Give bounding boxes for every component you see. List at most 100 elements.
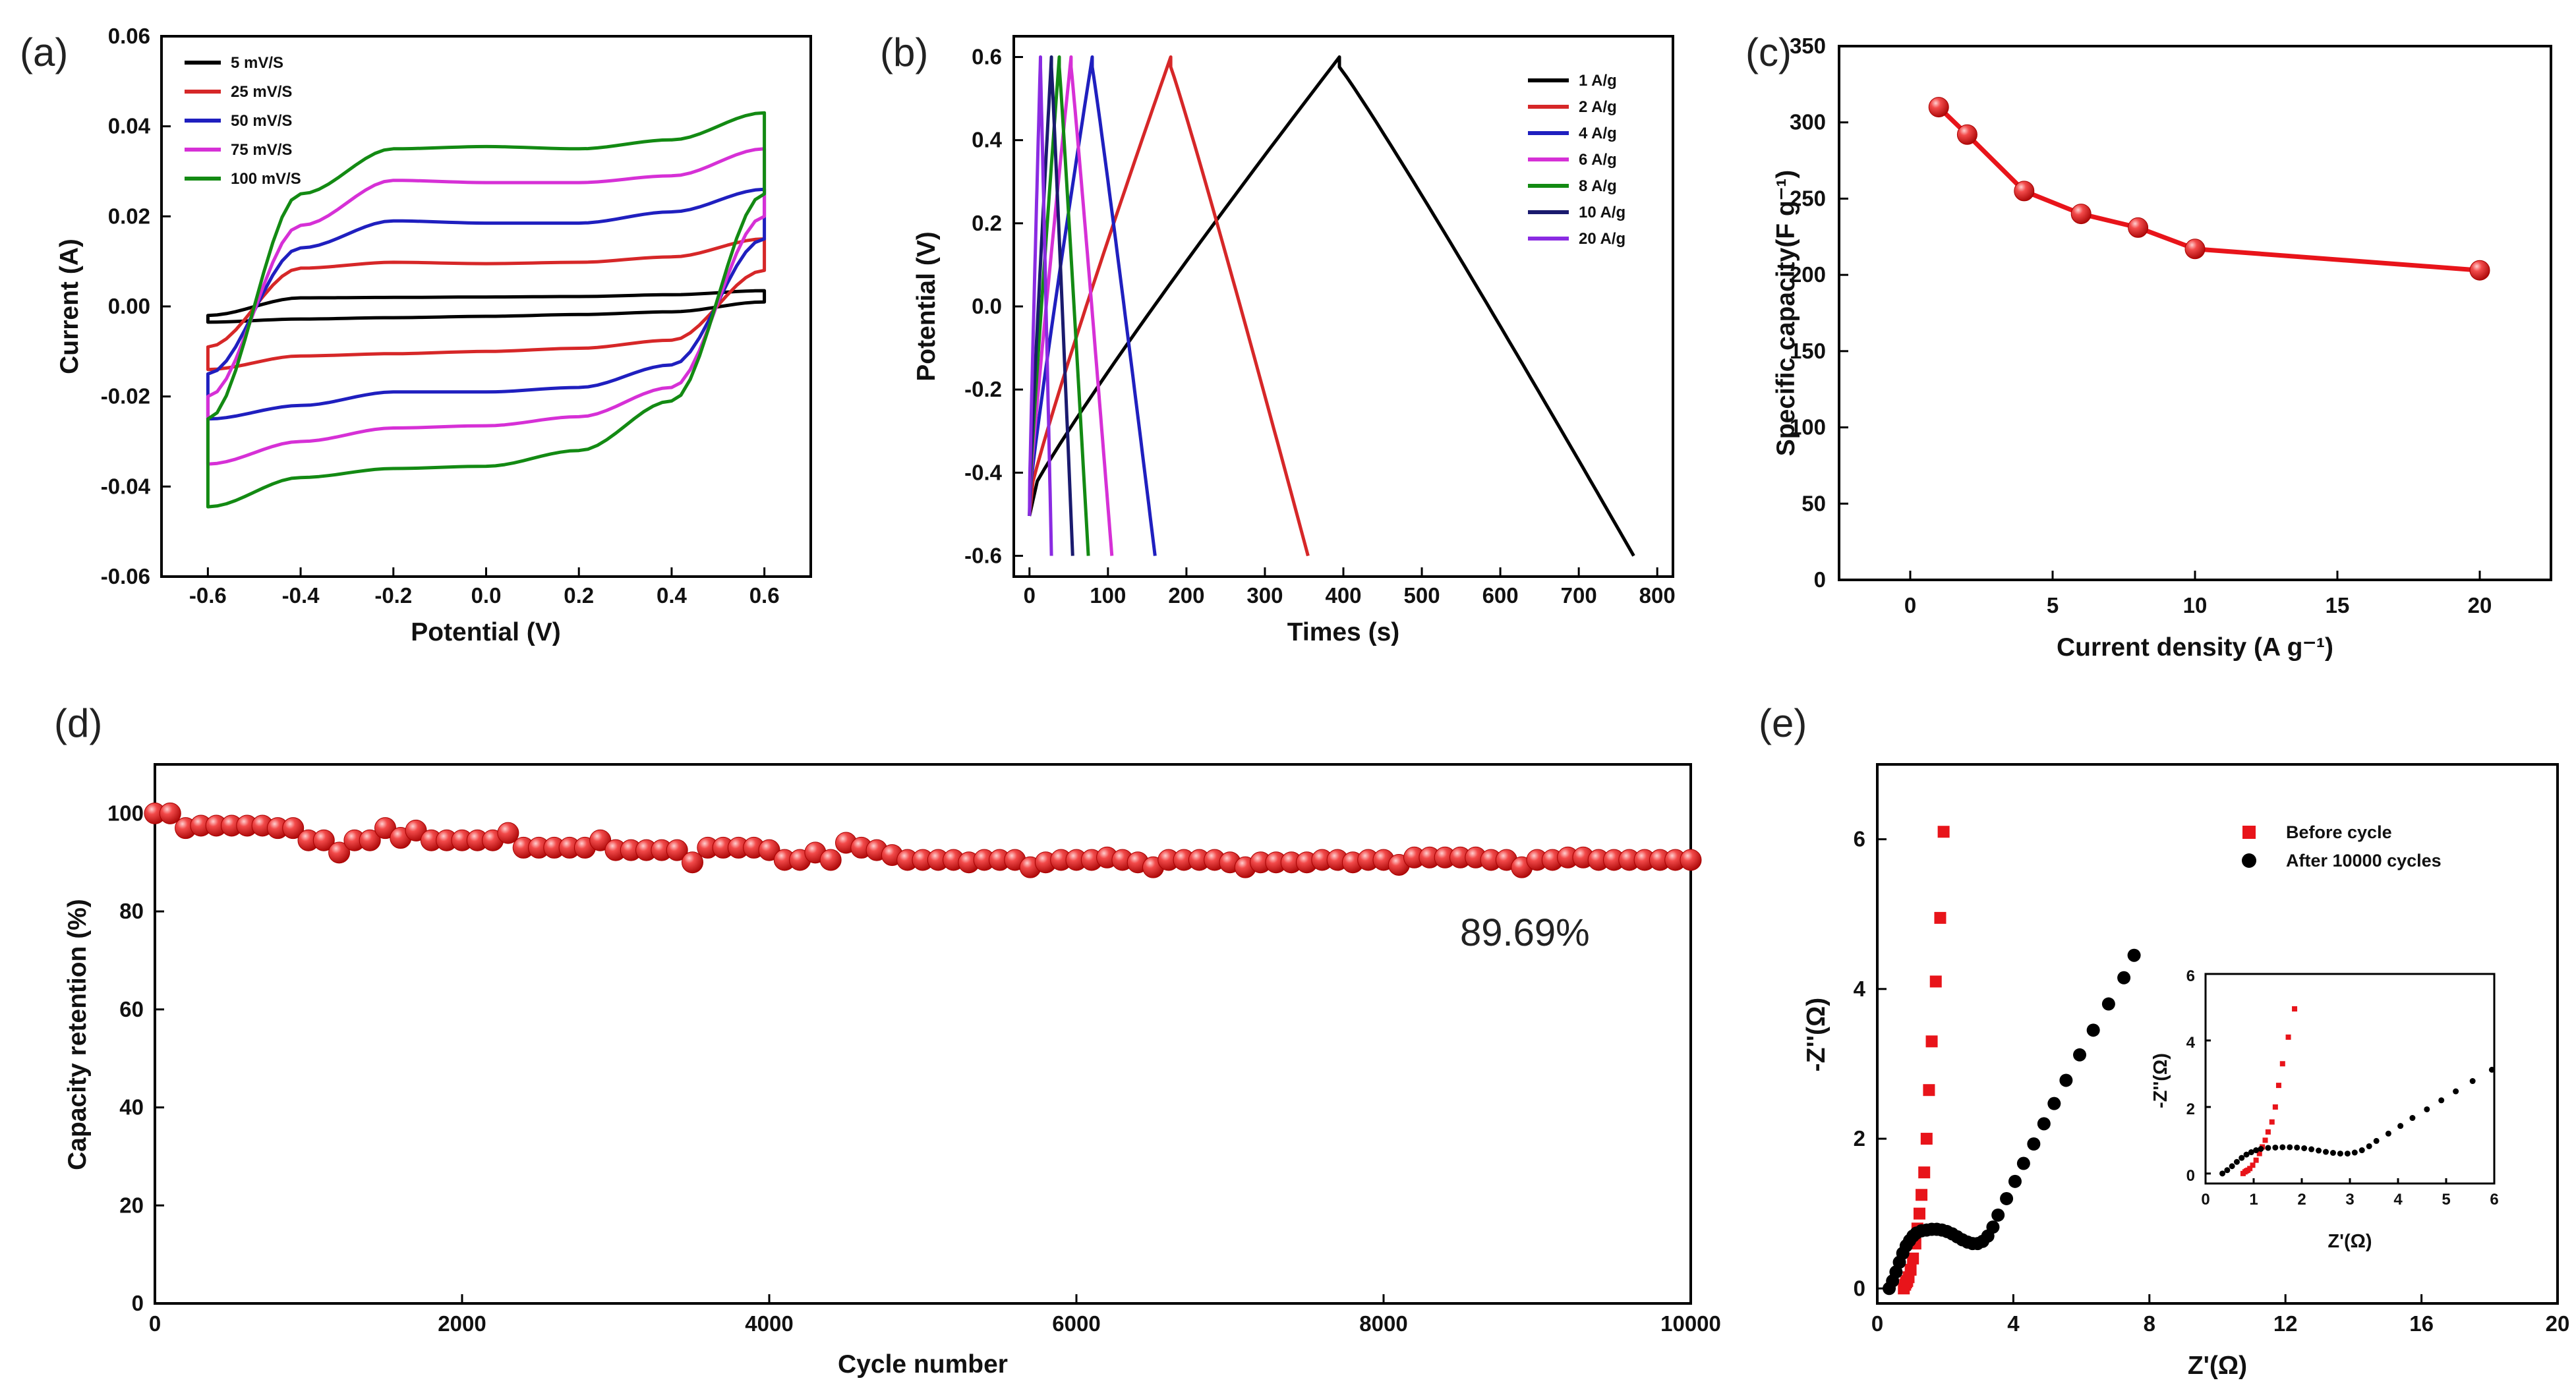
panel-e-inset-before-point — [2272, 1104, 2278, 1110]
panel-c-data-point — [2184, 239, 2206, 260]
panel-b-y-tick: 0.2 — [972, 211, 1002, 235]
panel-a-x-tick: 0.2 — [564, 583, 594, 608]
panel-b-x-tick: 500 — [1404, 583, 1440, 608]
panel-c-data-point — [2469, 260, 2490, 281]
panel-e-inset-after-point — [2294, 1144, 2300, 1151]
panel-e-inset-x-tick: 1 — [2249, 1191, 2258, 1209]
panel-b-legend-label: 20 A/g — [1579, 230, 1625, 248]
panel-c-rate-capability: (c) 0 5 10 15 20 0 50 100 150 200 250 30… — [1745, 30, 2552, 662]
panel-e-inset-before-point — [2275, 1083, 2281, 1089]
panel-d-data-point — [758, 839, 780, 861]
panel-d-y-tick: 40 — [119, 1095, 144, 1120]
panel-b-series-6-curve — [1028, 55, 1074, 556]
panel-e-label: (e) — [1759, 701, 1807, 745]
panel-a-y-tick: -0.02 — [101, 384, 150, 409]
panel-b-x-tick: 700 — [1561, 583, 1597, 608]
panel-b-x-tick: 300 — [1246, 583, 1283, 608]
panel-a-label: (a) — [20, 30, 68, 74]
panel-e-before-point — [1937, 826, 1950, 838]
panel-c-y-tick: 200 — [1790, 262, 1826, 287]
panel-e-inset-after-point — [2438, 1097, 2445, 1104]
panel-e-y-tick: 6 — [1854, 827, 1865, 851]
panel-b-x-tick: 0 — [1024, 583, 1036, 608]
panel-e-x-tick: 4 — [2007, 1311, 2020, 1336]
panel-a-x-tick: -0.2 — [374, 583, 412, 608]
panel-e-inset-after-point — [2469, 1078, 2476, 1085]
panel-e-inset-y-axis-label: -Z''(Ω) — [2150, 1053, 2171, 1108]
panel-c-y-tick: 150 — [1790, 339, 1826, 363]
panel-d-data-point — [666, 839, 688, 861]
panel-d-y-tick: 60 — [119, 997, 144, 1021]
panel-e-inset-before-point — [2285, 1034, 2291, 1040]
panel-c-y-axis-label: Specific capacity(F g⁻¹) — [1772, 170, 1800, 457]
panel-e-after-point — [2059, 1073, 2073, 1087]
panel-e-inset-after-point — [2301, 1145, 2308, 1151]
panel-b-gcd-curves: (b) 0 100 200 300 400 500 600 700 800 -0… — [880, 30, 1676, 646]
panel-e-legend-swatch — [2242, 826, 2256, 839]
panel-e-inset-before-point — [2247, 1166, 2253, 1172]
panel-e-y-tick: 4 — [1854, 977, 1866, 1001]
panel-b-x-tick: 600 — [1482, 583, 1519, 608]
panel-a-y-axis-label: Current (A) — [55, 239, 84, 374]
panel-c-x-tick: 5 — [2047, 593, 2059, 617]
panel-c-y-tick: 0 — [1814, 567, 1826, 592]
panel-c-plot-frame — [1838, 45, 2552, 581]
panel-b-x-tick: 200 — [1168, 583, 1204, 608]
panel-d-data-point — [359, 829, 381, 851]
panel-e-inset-before-point — [2279, 1061, 2285, 1067]
panel-e-inset-x-tick: 3 — [2345, 1191, 2354, 1209]
panel-e-inset-y-tick: 0 — [2186, 1167, 2195, 1185]
panel-a-legend-label: 100 mV/S — [231, 170, 301, 188]
panel-d-data-point — [497, 822, 519, 844]
panel-c-x-tick: 0 — [1904, 593, 1916, 617]
panel-e-inset-after-point — [2248, 1149, 2254, 1156]
panel-e-inset-after-point — [2366, 1143, 2372, 1149]
panel-e-inset-after-point — [2224, 1167, 2231, 1174]
panel-e-inset-after-point — [2229, 1163, 2235, 1170]
panel-b-series-3-curve — [1028, 55, 1157, 556]
panel-e-inset-x-tick: 2 — [2297, 1191, 2306, 1209]
panel-e-inset-after-point — [2409, 1115, 2416, 1122]
panel-a-cv-curves: (a) -0.6 -0.4 -0.2 0.0 0.2 0.4 0.6 -0.06… — [20, 24, 812, 646]
panel-e-inset-x-tick: 0 — [2201, 1191, 2210, 1209]
panel-c-x-tick: 10 — [2183, 593, 2208, 617]
panel-e-x-tick: 16 — [2409, 1311, 2434, 1336]
panel-b-y-tick: -0.6 — [964, 543, 1002, 567]
panel-e-inset-after-point — [2424, 1106, 2430, 1112]
panel-a-series-1-loop — [206, 289, 767, 324]
panel-e-before-point — [1918, 1166, 1931, 1179]
panel-e-inset-after-point — [2351, 1149, 2358, 1156]
panel-d-y-tick: 80 — [119, 899, 144, 923]
panel-d-data-point — [282, 817, 305, 840]
panel-e-before-point — [1929, 975, 1942, 988]
panel-e-after-point — [2086, 1023, 2100, 1037]
panel-d-y-tick: 20 — [119, 1193, 144, 1217]
panel-b-legend-label: 2 A/g — [1579, 98, 1617, 116]
panel-b-y-axis-label: Potential (V) — [912, 231, 941, 382]
panel-e-before-point — [1920, 1133, 1933, 1145]
panel-e-inset-after-point — [2239, 1155, 2245, 1161]
panel-e-inset-before-point — [2265, 1129, 2271, 1135]
panel-b-legend-label: 10 A/g — [1579, 204, 1625, 221]
panel-d-cycling-stability: (d) 0 2000 4000 6000 8000 10000 0 20 40 … — [54, 701, 1721, 1379]
panel-b-x-tick: 400 — [1325, 583, 1361, 608]
panel-e-inset-after-point — [2287, 1144, 2293, 1151]
panel-b-y-tick: -0.4 — [964, 460, 1003, 484]
panel-d-data-point — [159, 802, 181, 824]
panel-d-data-point — [374, 817, 396, 840]
panel-b-x-tick: 800 — [1639, 583, 1676, 608]
panel-e-inset-after-point — [2316, 1147, 2322, 1154]
panel-b-y-tick: 0.0 — [972, 294, 1002, 318]
panel-b-y-tick: 0.4 — [972, 128, 1003, 152]
panel-c-x-axis-label: Current density (A g⁻¹) — [2057, 633, 2333, 662]
panel-e-legend-label: After 10000 cycles — [2286, 851, 2442, 870]
panel-e-x-tick: 0 — [1871, 1311, 1883, 1336]
panel-c-data-point — [1928, 97, 1949, 118]
panel-d-y-tick: 0 — [132, 1291, 144, 1315]
panel-d-data-point — [589, 829, 612, 851]
panel-a-y-tick: 0.06 — [108, 24, 150, 48]
panel-e-legend-swatch — [2242, 853, 2256, 868]
panel-e-after-point — [2101, 997, 2115, 1011]
panel-e-inset-before-point — [2250, 1162, 2256, 1168]
panel-e-inset-x-tick: 6 — [2490, 1191, 2498, 1209]
